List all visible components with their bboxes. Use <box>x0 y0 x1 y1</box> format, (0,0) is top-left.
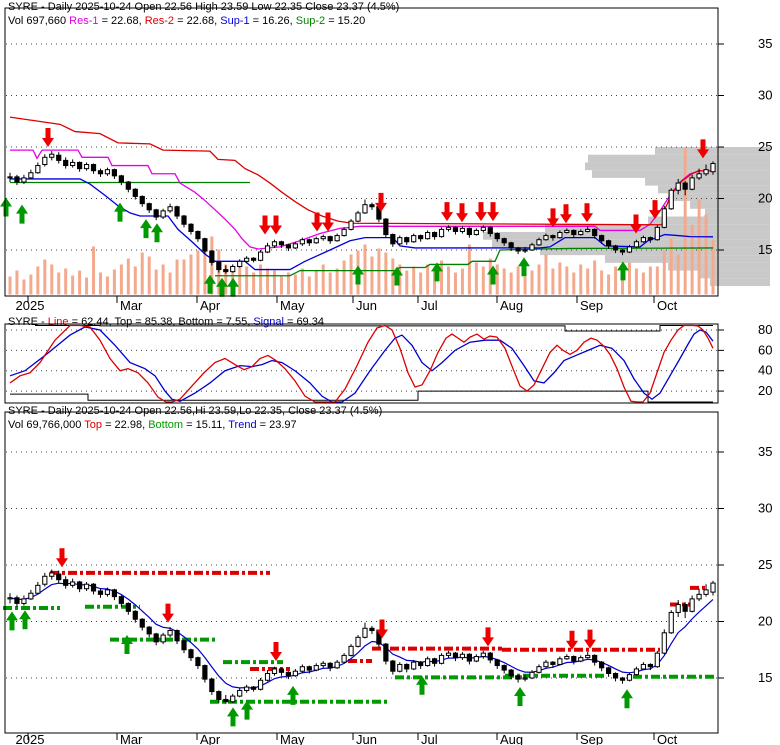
header-text-part: Res-2 <box>144 15 175 27</box>
svg-text:Sep: Sep <box>580 732 603 745</box>
svg-text:Sep: Sep <box>580 298 603 313</box>
svg-text:Mar: Mar <box>120 732 143 745</box>
svg-text:30: 30 <box>758 501 772 516</box>
svg-text:25: 25 <box>758 139 772 154</box>
svg-text:35: 35 <box>758 36 772 51</box>
pivot-level-segments <box>3 570 716 704</box>
lower-sell-arrows <box>56 548 596 662</box>
svg-text:20: 20 <box>758 191 772 206</box>
header-text-part: = 22.68, <box>174 15 221 27</box>
svg-text:Jun: Jun <box>356 732 377 745</box>
svg-text:30: 30 <box>758 88 772 103</box>
price-candles <box>7 151 716 274</box>
lower-candles <box>7 569 716 704</box>
oscillator-panel-frame <box>4 323 719 404</box>
header-text-part: Sup-2 <box>295 15 326 27</box>
header-text-part: = 23.97 <box>256 419 297 431</box>
lower-panel-frame <box>4 411 719 734</box>
buy-signal-arrows <box>0 197 629 297</box>
svg-text:Jul: Jul <box>421 732 438 745</box>
header-text-part: = 16.26, <box>249 15 296 27</box>
svg-text:Jun: Jun <box>356 298 377 313</box>
oscillator-series <box>9 324 714 403</box>
svg-text:20: 20 <box>758 383 772 398</box>
oscillator-gridlines <box>6 329 717 392</box>
svg-text:2025: 2025 <box>16 732 45 745</box>
header-text-part: = 15.20 <box>325 15 366 27</box>
header-text-part: Top <box>84 419 103 431</box>
price-panel-frame <box>4 7 719 297</box>
lower-panel-header-line2: Vol 69,766,000 Top = 22.98, Bottom = 15.… <box>8 419 297 432</box>
header-text-part: = 15.11, <box>183 419 229 431</box>
header-text-part: = 22.68, <box>98 15 145 27</box>
svg-text:35: 35 <box>758 444 772 459</box>
header-text-part: = 69.34 <box>283 316 324 328</box>
svg-text:2025: 2025 <box>16 298 45 313</box>
svg-text:80: 80 <box>758 322 772 337</box>
svg-text:20: 20 <box>758 614 772 629</box>
header-text-part: Signal <box>253 316 284 328</box>
header-text-part: Vol 69,766,000 <box>8 419 85 431</box>
svg-text:15: 15 <box>758 670 772 685</box>
lower-buy-arrows <box>6 610 633 727</box>
svg-text:May: May <box>280 298 305 313</box>
svg-text:May: May <box>280 732 305 745</box>
svg-text:Jul: Jul <box>421 298 438 313</box>
header-text-part: = 22.98, <box>102 419 149 431</box>
svg-text:Apr: Apr <box>200 298 221 313</box>
price-y-axis: 35 30 25 20 15 <box>718 36 772 257</box>
svg-text:40: 40 <box>758 363 772 378</box>
svg-text:60: 60 <box>758 342 772 357</box>
header-text-part: Sup-1 <box>220 15 250 27</box>
header-text-part: Trend <box>228 419 257 431</box>
threshold-step-lines <box>10 325 713 403</box>
svg-text:Oct: Oct <box>657 732 678 745</box>
svg-text:Aug: Aug <box>500 298 523 313</box>
lower-gridlines <box>6 451 717 679</box>
price-panel-header-line2: Vol 697,660 Res-1 = 22.68, Res-2 = 22.68… <box>8 15 365 28</box>
sell-signal-arrows <box>42 128 709 235</box>
svg-text:25: 25 <box>758 557 772 572</box>
lower-x-axis: 2025 Mar Apr May Jun Jul Aug Sep Oct <box>16 732 678 745</box>
header-text-part: Vol 697,660 <box>8 15 70 27</box>
price-x-axis: 2025 Mar Apr May Jun Jul Aug Sep Oct <box>16 296 678 313</box>
svg-text:Aug: Aug <box>500 732 523 745</box>
header-text-part: Res-1 <box>69 15 99 27</box>
header-text-part: Bottom <box>148 419 184 431</box>
svg-text:Apr: Apr <box>200 732 221 745</box>
svg-text:Oct: Oct <box>657 298 678 313</box>
header-text-part: = 62.44, Top = 85.38, Bottom = 7.55, <box>68 316 254 328</box>
oscillator-y-axis: 80 60 40 20 <box>718 322 772 398</box>
svg-text:15: 15 <box>758 242 772 257</box>
price-gridlines <box>6 43 717 251</box>
lower-y-axis: 35 30 25 20 15 <box>718 444 772 685</box>
svg-text:Mar: Mar <box>120 298 143 313</box>
